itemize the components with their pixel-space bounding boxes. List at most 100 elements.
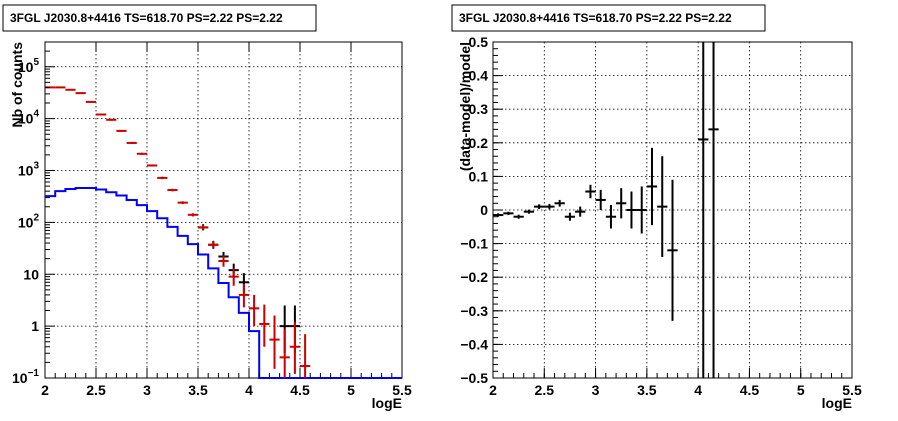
residual-data-point <box>554 199 565 207</box>
residual-data-point <box>575 206 586 217</box>
model-histogram-line <box>45 186 402 379</box>
residual-title-box <box>451 4 766 32</box>
residual-data-point <box>698 42 709 378</box>
residual-axes: 2 2.5 3 3.5 4 4.5 5 5.5 −0.5 −0.4 −0.3 −0.2 −0.1 0 0.1… <box>460 34 862 398</box>
residual-data-point <box>667 179 678 321</box>
residual-data-point <box>595 189 606 210</box>
residual-y-tick-label: 0.5 <box>469 34 489 50</box>
residual-x-tick-label: 5 <box>797 382 805 398</box>
residual-x-tick-label: 5.5 <box>842 382 862 398</box>
residual-data-point <box>636 186 647 234</box>
red-data-point <box>187 213 198 217</box>
residual-x-tick-label: 4 <box>694 382 702 398</box>
counts-x-tick-label: 3.5 <box>188 382 208 398</box>
residual-y-axis-label: (data-model)/model <box>457 42 473 171</box>
counts-histogram <box>45 186 402 379</box>
counts-panel: 3FGL J2030.8+4416 TS=618.70 PS=2.22 PS=2… <box>2 4 412 411</box>
residual-x-tick-label: 2.5 <box>535 382 555 398</box>
red-data-point <box>269 315 280 369</box>
residual-y-tick-label: 0.3 <box>469 101 489 117</box>
red-data-point <box>116 129 127 132</box>
counts-y-axis-label: Nb of counts <box>9 42 25 128</box>
counts-title-box <box>2 4 317 32</box>
residual-data-point <box>513 214 524 219</box>
counts-y-tick-label: 1 <box>31 318 39 334</box>
counts-x-tick-label: 2 <box>41 382 49 398</box>
red-data-point <box>249 294 260 327</box>
residual-data-point <box>534 204 545 209</box>
residual-x-tick-label: 3 <box>592 382 600 398</box>
counts-points <box>45 86 311 378</box>
counts-y-tick-label: 10−1 <box>12 368 39 386</box>
residual-y-tick-label: 0 <box>480 202 488 218</box>
residual-y-tick-label: −0.3 <box>460 303 488 319</box>
red-data-point <box>65 88 76 91</box>
red-data-point <box>177 201 188 205</box>
red-data-point <box>279 328 290 378</box>
red-data-point <box>238 283 249 308</box>
residual-data-point <box>564 212 576 221</box>
counts-x-tick-label: 3 <box>143 382 151 398</box>
red-data-point <box>228 268 239 286</box>
red-data-point <box>208 241 219 249</box>
counts-y-tick-exp: 3 <box>33 161 39 172</box>
residual-x-tick-label: 3.5 <box>637 382 657 398</box>
red-data-point <box>289 322 300 374</box>
counts-x-tick-label: 5.5 <box>392 382 412 398</box>
red-data-point <box>259 304 270 347</box>
residual-y-tick-label: −0.1 <box>460 236 488 252</box>
counts-title: 3FGL J2030.8+4416 TS=618.70 PS=2.22 PS=2… <box>10 11 283 25</box>
counts-x-tick-label: 4 <box>245 382 253 398</box>
residual-y-tick-label: 0.1 <box>469 168 489 184</box>
counts-y-tick-label: 105 <box>18 57 40 75</box>
residual-x-tick-label: 2 <box>489 382 497 398</box>
red-data-point <box>55 86 66 89</box>
residual-title: 3FGL J2030.8+4416 TS=618.70 PS=2.22 PS=2… <box>459 11 732 25</box>
counts-x-tick-label: 4.5 <box>290 382 310 398</box>
residual-data-point <box>493 213 504 217</box>
residual-x-tick-label: 4.5 <box>740 382 760 398</box>
residual-panel: 3FGL J2030.8+4416 TS=618.70 PS=2.22 PS=2… <box>451 4 862 411</box>
residual-grid <box>493 42 852 378</box>
residual-y-tick-label: 0.4 <box>469 68 489 84</box>
counts-x-tick-label: 2.5 <box>86 382 106 398</box>
counts-y-tick-base: 10 <box>18 214 34 230</box>
red-data-point <box>96 113 107 116</box>
counts-y-tick-label: 102 <box>18 212 40 230</box>
red-data-point <box>85 100 96 103</box>
counts-y-tick-exp: 4 <box>33 109 39 120</box>
residual-x-axis-label: logE <box>822 395 852 411</box>
red-data-point <box>136 152 147 155</box>
counts-grid <box>45 42 402 378</box>
residual-y-tick-label: −0.5 <box>460 370 488 386</box>
counts-y-tick-base: 10 <box>12 370 28 386</box>
residual-y-tick-label: −0.4 <box>460 336 488 352</box>
counts-x-axis-label: logE <box>372 395 402 411</box>
red-data-point <box>198 225 209 230</box>
red-data-point <box>157 176 168 180</box>
residual-y-tick-label: 0.2 <box>469 135 489 151</box>
residual-data-point <box>657 156 668 258</box>
red-data-point <box>126 141 137 144</box>
red-data-point <box>167 188 178 192</box>
residual-data-point <box>585 184 596 199</box>
counts-y-tick-base: 10 <box>18 163 34 179</box>
red-data-point <box>218 255 229 267</box>
counts-y-tick-label: 103 <box>18 161 40 179</box>
counts-y-tick-base: 10 <box>18 111 34 127</box>
red-data-point <box>300 334 311 378</box>
residual-data-point <box>616 188 627 219</box>
counts-plot-frame <box>44 41 403 379</box>
red-data-point <box>75 92 86 95</box>
counts-y-tick-exp: 5 <box>33 57 39 68</box>
residual-y-tick-label: −0.2 <box>460 269 488 285</box>
counts-y-tick-exp: −1 <box>28 368 40 379</box>
residual-data-point <box>708 42 719 378</box>
counts-y-tick-base: 10 <box>18 59 34 75</box>
residual-data-point <box>626 191 637 229</box>
counts-y-tick-base: 1 <box>31 318 39 334</box>
residual-data-point <box>544 203 555 210</box>
residual-data-point <box>646 147 658 226</box>
